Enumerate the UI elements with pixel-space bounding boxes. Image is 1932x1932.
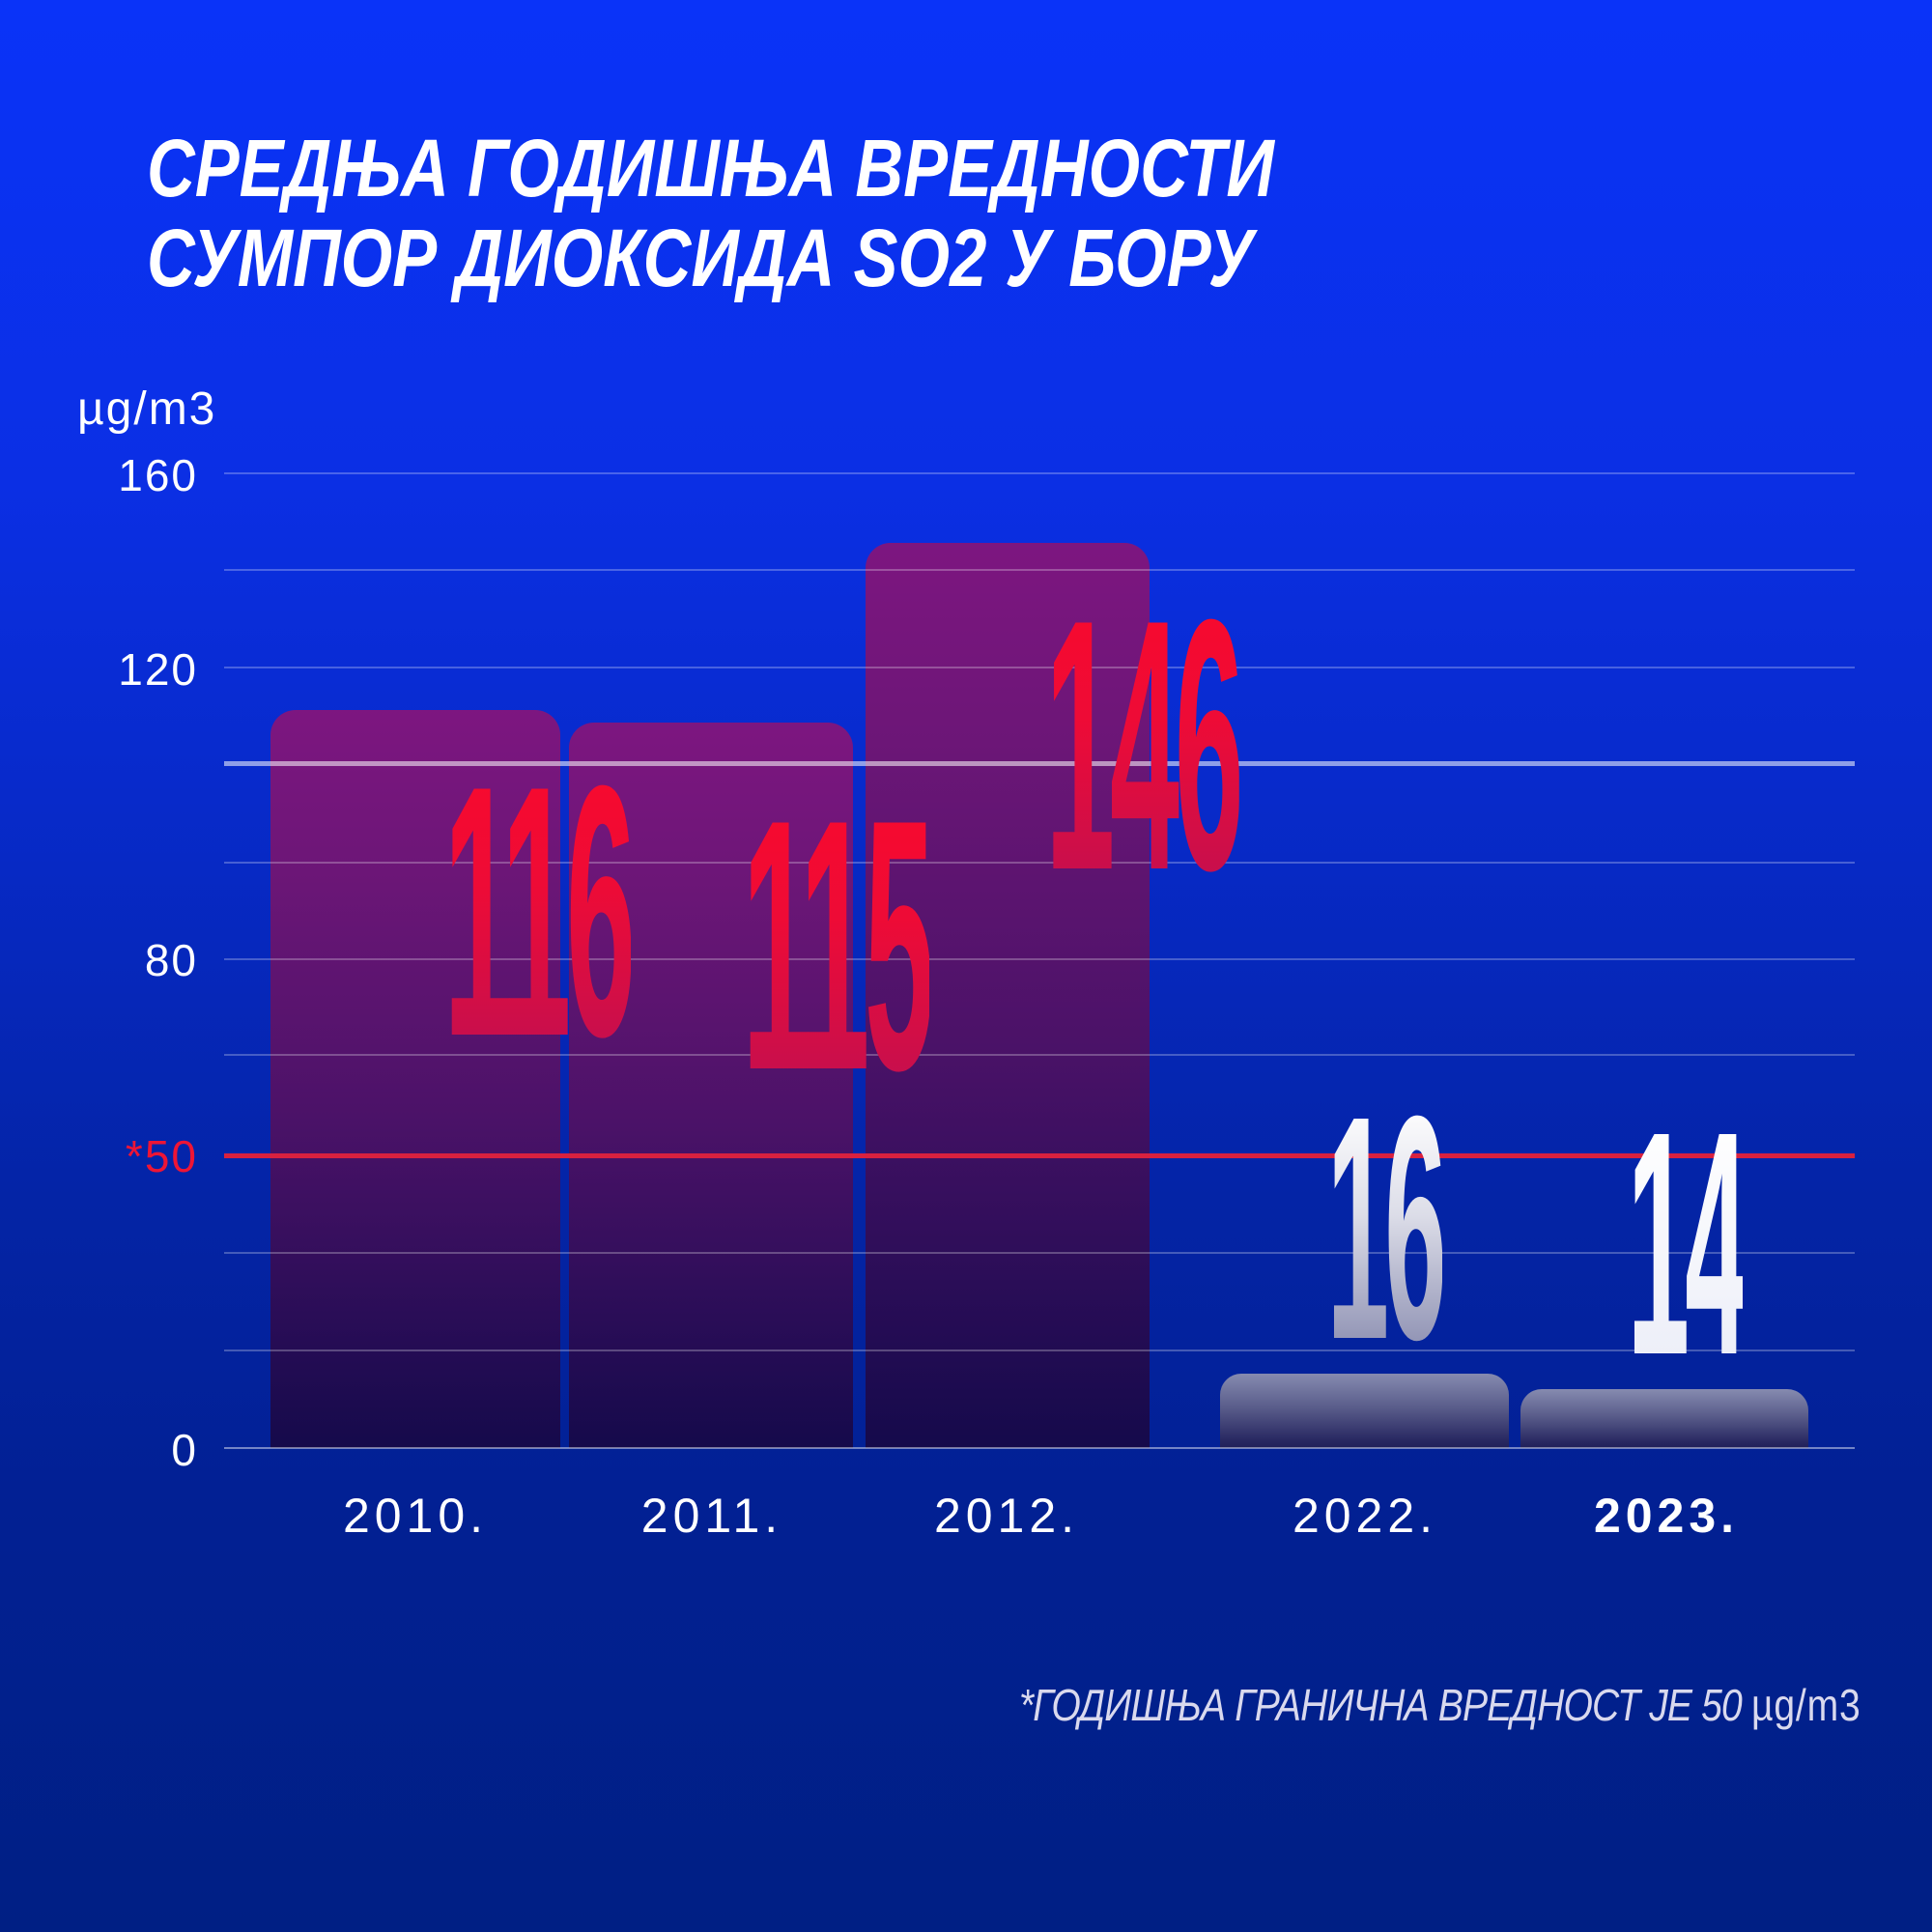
y-axis-unit-label: µg/m3: [77, 384, 217, 435]
chart-title-line1: СРЕДЊА ГОДИШЊА ВРЕДНОСТИ: [147, 123, 1274, 213]
gridline: [224, 1252, 1855, 1254]
gridline: [224, 862, 1855, 864]
limit-line-50: [224, 1153, 1855, 1158]
bar-2012: [866, 543, 1150, 1448]
value-2023-text: 14: [1627, 1065, 1747, 1421]
limit-footnote: *ГОДИШЊА ГРАНИЧНА ВРЕДНОСТ ЈЕ 50 µg/m3: [1019, 1679, 1861, 1731]
y-tick-160: 160: [118, 450, 198, 500]
gridline: [224, 472, 1855, 474]
gridline-highlight: [224, 761, 1855, 766]
value-2012-text: 146: [1045, 546, 1244, 945]
gridline: [224, 569, 1855, 571]
chart-title-line2: СУМПОР ДИОКСИДА SO2 У БОРУ: [147, 213, 1254, 303]
value-label-2011: 115: [569, 767, 935, 1123]
value-2011-text: 115: [742, 746, 935, 1145]
bar-2011: [569, 723, 853, 1448]
x-tick-2022: 2022.: [1292, 1489, 1438, 1543]
x-tick-2010: 2010.: [342, 1489, 489, 1543]
gridline: [224, 667, 1855, 668]
x-tick-2011: 2011.: [640, 1489, 783, 1543]
gridline: [224, 958, 1855, 960]
value-label-2010: 116: [270, 733, 637, 1090]
gridline: [224, 1054, 1855, 1056]
value-label-2012: 146: [866, 567, 1244, 923]
baseline: [224, 1447, 1855, 1449]
y-tick-120: 120: [118, 644, 198, 695]
value-2010-text: 116: [443, 712, 637, 1111]
limit-footnote-unit: µg/m3: [1751, 1680, 1861, 1730]
y-tick-limit-50: *50: [125, 1131, 198, 1181]
gridline: [224, 1350, 1855, 1351]
bar-2022: [1220, 1374, 1509, 1448]
x-tick-2023: 2023.: [1593, 1489, 1740, 1543]
bar-2023: [1520, 1389, 1808, 1448]
bar-2010: [270, 710, 560, 1448]
value-label-2023: 14: [1520, 1065, 1808, 1421]
value-label-2022: 16: [1220, 1049, 1509, 1406]
chart-title: СРЕДЊА ГОДИШЊА ВРЕДНОСТИ СУМПОР ДИОКСИДА…: [147, 124, 1274, 303]
y-tick-80: 80: [144, 935, 198, 985]
y-tick-0: 0: [171, 1425, 198, 1475]
x-tick-2012: 2012.: [933, 1489, 1080, 1543]
value-2022-text: 16: [1326, 1049, 1447, 1406]
limit-footnote-text: *ГОДИШЊА ГРАНИЧНА ВРЕДНОСТ ЈЕ 50: [1019, 1680, 1752, 1730]
